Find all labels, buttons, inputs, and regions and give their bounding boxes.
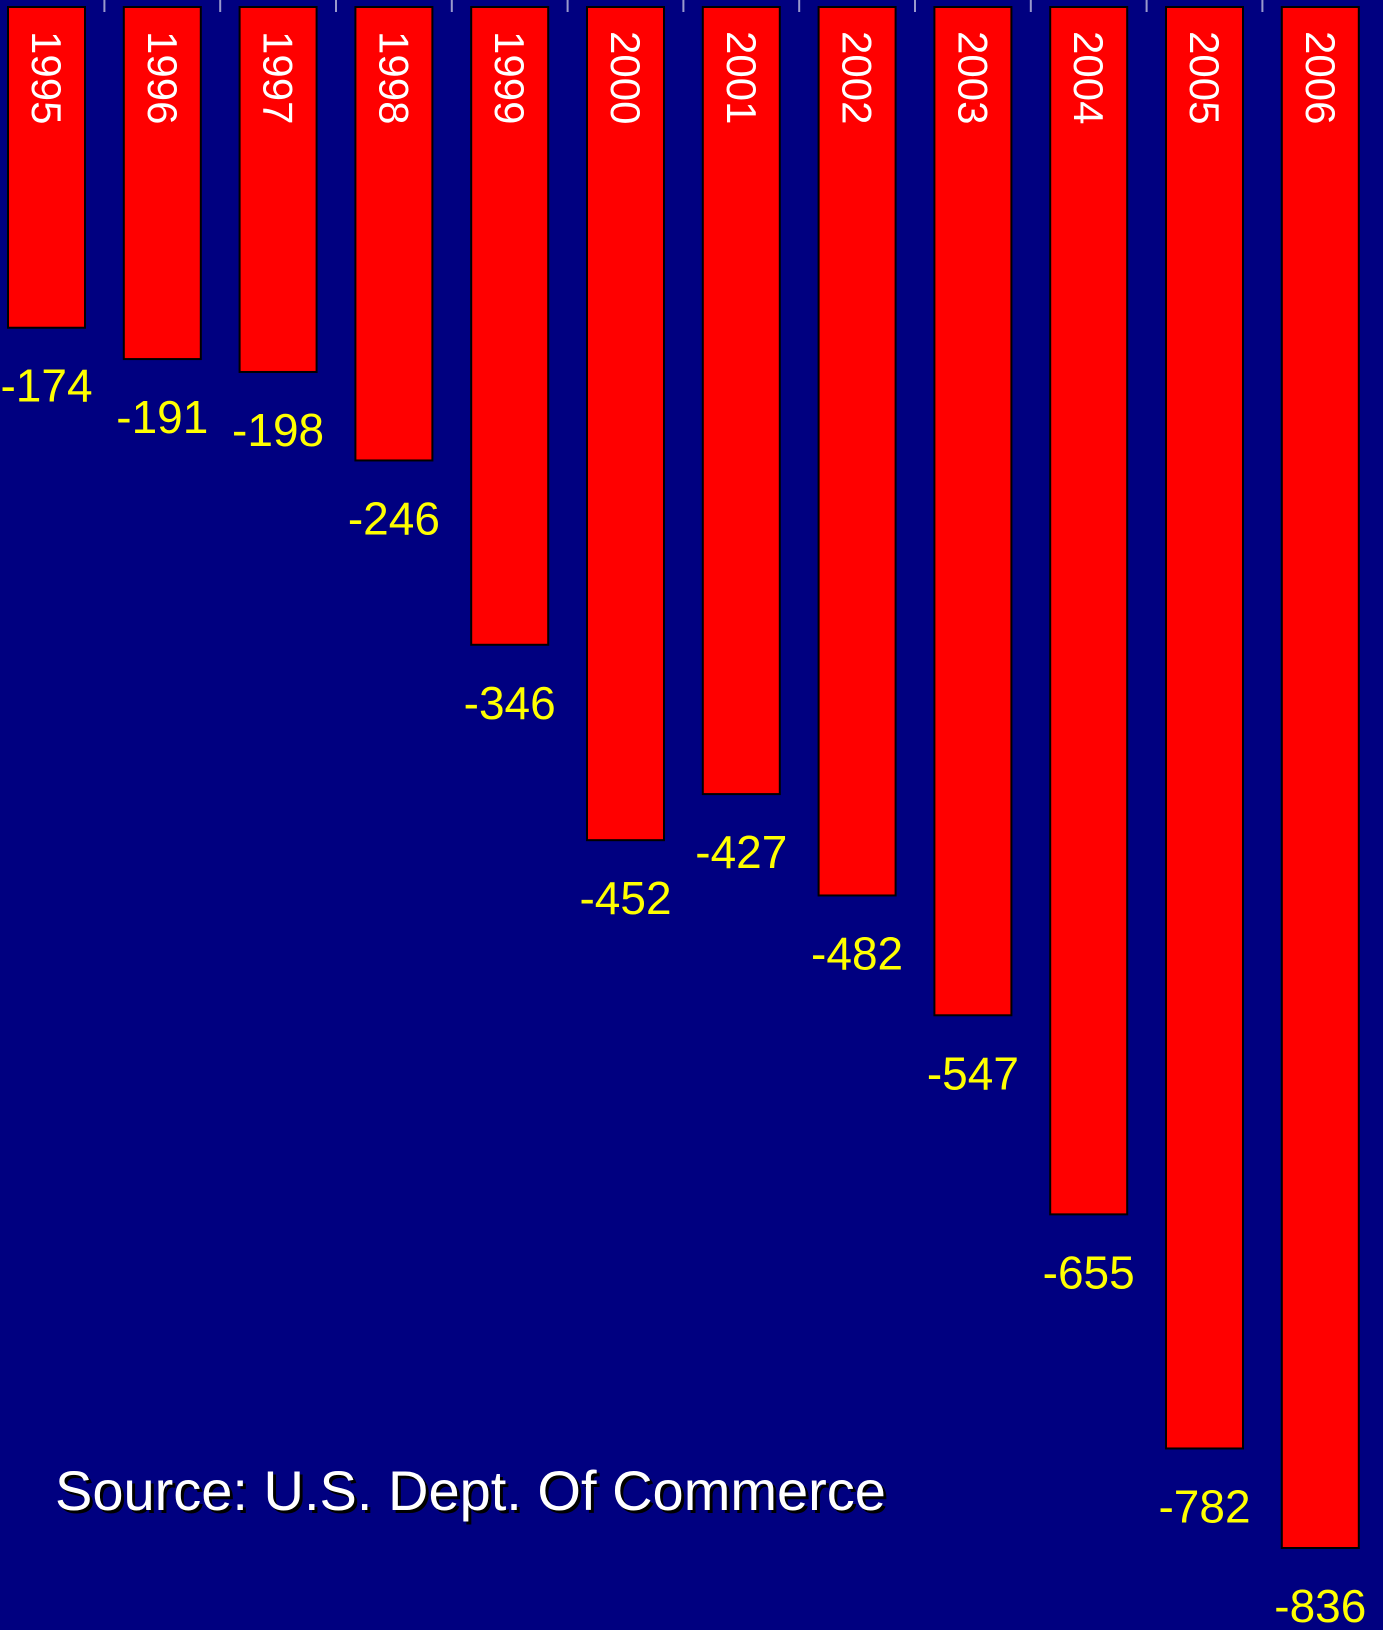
value-label-2004: -655: [1043, 1246, 1135, 1298]
value-label-2003: -547: [927, 1047, 1019, 1099]
value-label-2000: -452: [579, 872, 671, 924]
bars-group: [7, 6, 1360, 1549]
year-label-2001: 2001: [718, 31, 765, 124]
value-label-1995: -174: [0, 360, 92, 412]
bar-1995: [7, 6, 86, 329]
year-label-2006: 2006: [1297, 31, 1344, 124]
value-label-2002: -482: [811, 927, 903, 979]
bar-2003: [933, 6, 1013, 1017]
bar-2002: [817, 6, 897, 897]
value-label-2006: -836: [1274, 1580, 1366, 1630]
value-label-1999: -346: [464, 677, 556, 729]
year-label-1995: 1995: [23, 31, 70, 124]
bar-2004: [1049, 6, 1129, 1216]
value-label-1998: -246: [348, 492, 440, 544]
value-labels-group: -174 -191 -198 -246 -346 -452 -427 -482 -547 -655…: [0, 360, 1366, 1630]
value-label-2005: -782: [1158, 1480, 1250, 1532]
bar-1996: [122, 6, 202, 361]
bar-1998: [354, 6, 434, 462]
year-label-2003: 2003: [949, 31, 996, 124]
value-label-1997: -198: [232, 404, 324, 456]
year-label-1999: 1999: [486, 31, 533, 124]
year-label-2000: 2000: [602, 31, 649, 124]
year-label-2005: 2005: [1181, 31, 1228, 124]
source-caption: Source: U.S. Dept. Of Commerce: [55, 1459, 886, 1522]
bar-1997: [238, 6, 318, 373]
bar-1999: [470, 6, 550, 646]
year-label-1996: 1996: [139, 31, 186, 124]
bar-2000: [586, 6, 665, 842]
year-labels-group: 1995 1996 1997 1998 1999 2000 2001 2002 2003 2004…: [23, 31, 1344, 124]
year-label-1997: 1997: [255, 31, 302, 124]
bar-2001: [701, 6, 781, 796]
year-label-2002: 2002: [834, 31, 881, 124]
bar-2006: [1280, 6, 1360, 1549]
axis-ticks: [103, 0, 1264, 12]
bar-2005: [1165, 6, 1244, 1450]
value-label-1996: -191: [116, 391, 208, 443]
value-label-2001: -427: [695, 826, 787, 878]
year-label-1998: 1998: [370, 31, 417, 124]
year-label-2004: 2004: [1065, 31, 1112, 124]
